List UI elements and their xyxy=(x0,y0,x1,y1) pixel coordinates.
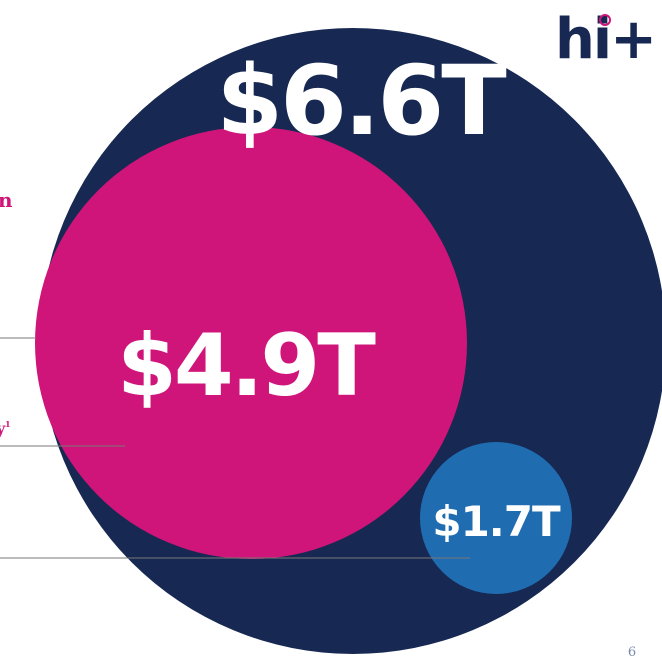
side-label: y xyxy=(0,419,6,438)
page-number: 6 xyxy=(628,645,636,660)
logo: hi+ xyxy=(555,7,655,72)
total-value: $6.6T xyxy=(216,45,506,157)
logo-power-icon xyxy=(599,14,611,26)
segment-a-value: $4.9T xyxy=(117,316,376,416)
segment-a-circle xyxy=(35,127,467,559)
segment-b-circle xyxy=(420,442,572,594)
footnote-marker: 1 xyxy=(5,419,11,429)
side-label: n xyxy=(0,188,13,212)
segment-b-value: $1.7T xyxy=(432,497,561,546)
